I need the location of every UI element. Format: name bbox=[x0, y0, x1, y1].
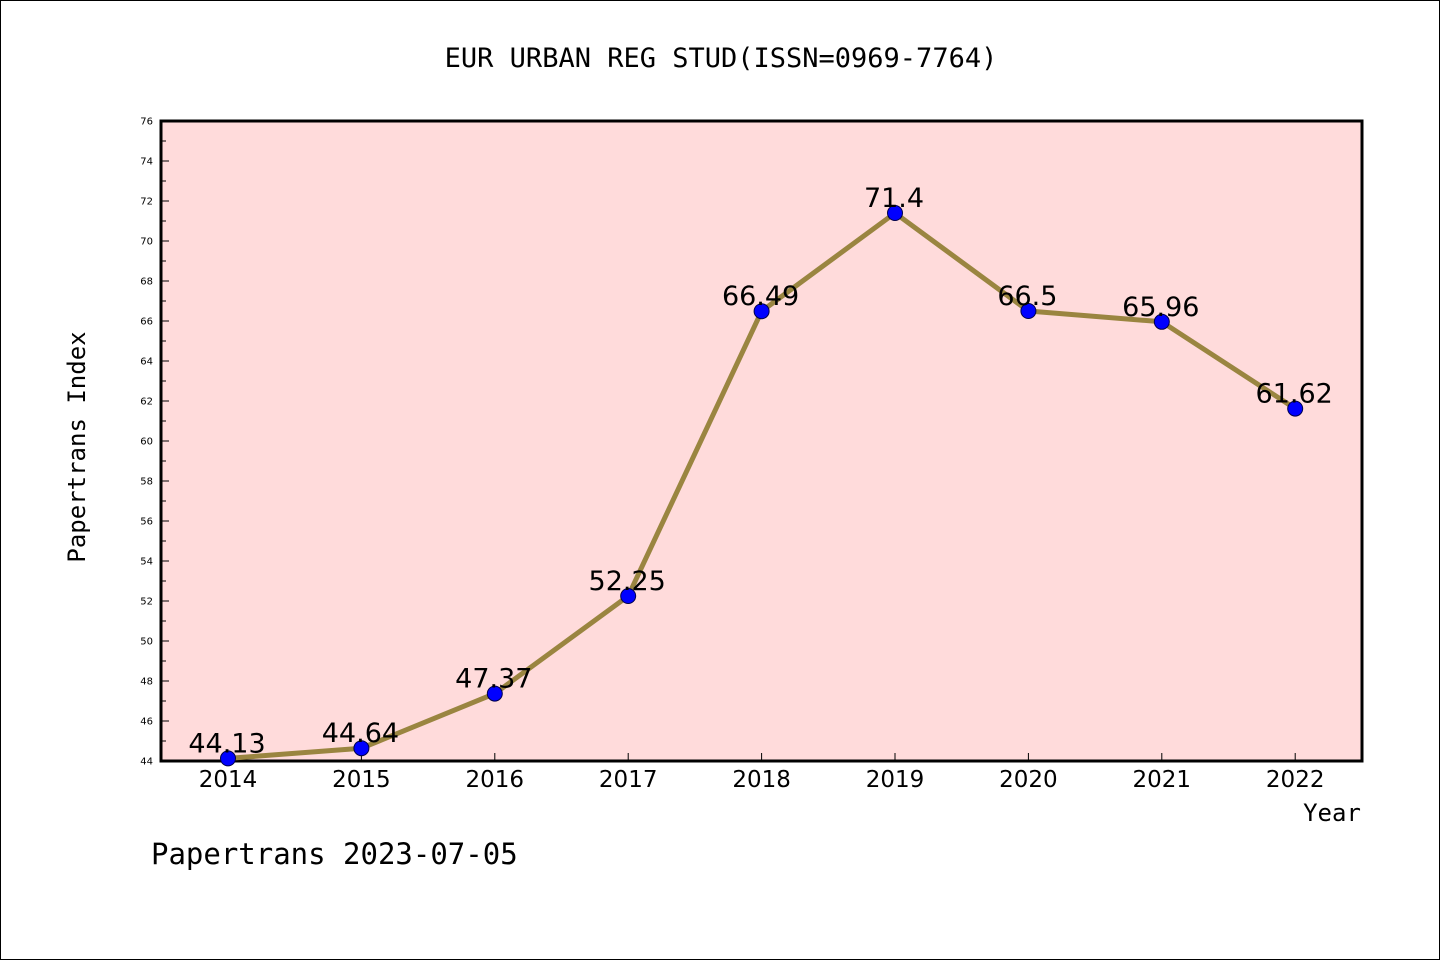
data-point bbox=[353, 740, 370, 757]
data-label: 65.96 bbox=[1122, 292, 1199, 323]
data-label: 44.64 bbox=[322, 718, 399, 749]
x-tick-label: 2016 bbox=[466, 767, 525, 793]
y-tick-label: 50 bbox=[140, 637, 153, 648]
footer-credit: Papertrans 2023-07-05 bbox=[151, 837, 518, 871]
data-label: 44.13 bbox=[188, 728, 265, 759]
data-point bbox=[887, 205, 903, 221]
chart-title: EUR URBAN REG STUD(ISSN=0969-7764) bbox=[445, 43, 998, 74]
x-tick-label: 2019 bbox=[866, 767, 925, 793]
y-axis: 44 46 48 50 52 54 56 58 60 62 64 66 68 70 72 74 76 bbox=[140, 117, 169, 768]
x-tick-label: 2015 bbox=[332, 767, 391, 793]
x-tick-label: 2018 bbox=[732, 767, 791, 793]
x-axis: 2014 2015 2016 2017 2018 2019 2020 2021 2022 bbox=[199, 753, 1325, 793]
y-tick-label: 44 bbox=[140, 757, 153, 768]
x-tick-label: 2022 bbox=[1266, 767, 1325, 793]
y-tick-label: 58 bbox=[140, 477, 153, 488]
y-tick-label: 76 bbox=[140, 117, 153, 128]
data-point bbox=[620, 588, 637, 604]
data-label: 66.49 bbox=[722, 281, 799, 312]
y-tick-label: 60 bbox=[140, 437, 153, 448]
y-tick-label: 54 bbox=[140, 557, 153, 568]
y-tick-label: 48 bbox=[140, 677, 153, 688]
x-tick-label: 2021 bbox=[1133, 767, 1192, 793]
data-point bbox=[1153, 313, 1170, 330]
y-tick-label: 66 bbox=[140, 317, 153, 328]
data-point bbox=[1287, 400, 1304, 417]
y-tick-label: 72 bbox=[140, 197, 153, 208]
data-label: 61.62 bbox=[1256, 379, 1333, 410]
data-label: 52.25 bbox=[589, 566, 666, 597]
x-axis-label: Year bbox=[1303, 799, 1361, 827]
data-labels: 44.13 44.64 47.37 52.25 66.49 71.4 66.5 65.96 61… bbox=[188, 183, 1332, 759]
y-axis-label: Papertrans Index bbox=[63, 331, 91, 562]
y-tick-label: 64 bbox=[140, 357, 153, 368]
y-tick-label: 74 bbox=[140, 157, 153, 168]
y-tick-label: 70 bbox=[140, 237, 153, 248]
data-label: 66.5 bbox=[997, 281, 1057, 312]
data-point bbox=[220, 750, 236, 767]
series-layer bbox=[220, 205, 1304, 767]
data-label: 71.4 bbox=[864, 183, 924, 214]
data-point bbox=[1020, 303, 1037, 319]
x-tick-label: 2014 bbox=[199, 767, 258, 793]
data-point bbox=[753, 303, 770, 320]
y-tick-label: 68 bbox=[140, 277, 153, 288]
data-point bbox=[486, 685, 503, 702]
x-tick-label: 2017 bbox=[599, 767, 658, 793]
plot-area bbox=[159, 119, 1364, 763]
y-tick-label: 56 bbox=[140, 517, 153, 528]
data-label: 47.37 bbox=[455, 664, 532, 695]
y-tick-label: 62 bbox=[140, 397, 153, 408]
y-tick-label: 52 bbox=[140, 597, 153, 608]
y-tick-label: 46 bbox=[140, 717, 153, 728]
x-tick-label: 2020 bbox=[999, 767, 1058, 793]
